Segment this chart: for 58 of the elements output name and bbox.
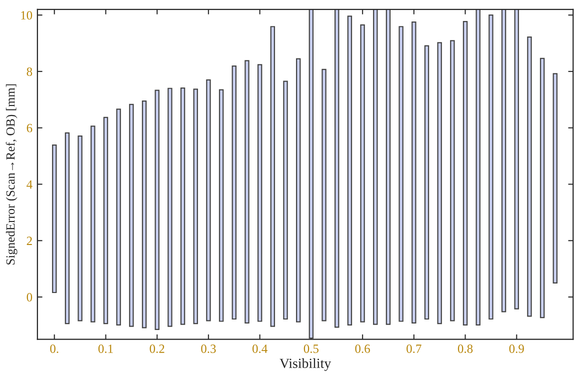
y-tick-label: 4 (26, 180, 32, 189)
bar (154, 90, 160, 330)
y-tick-label: 0 (26, 293, 32, 302)
bar (168, 88, 172, 327)
x-tick-label: 0.3 (201, 344, 216, 354)
bar (488, 14, 494, 320)
bar (206, 79, 211, 322)
y-tick-label: 6 (26, 124, 32, 132)
bar (283, 80, 288, 320)
bar (64, 132, 70, 324)
x-tick-label: 0.7 (406, 344, 422, 354)
bar (296, 58, 301, 322)
bar (232, 66, 236, 320)
bar (129, 104, 134, 327)
x-axis-title: Visibility (280, 358, 332, 371)
x-tick-label: 0.1 (98, 344, 113, 354)
bar (52, 144, 57, 294)
bar (142, 100, 147, 328)
x-tick-label: 0.8 (458, 344, 473, 354)
bar (476, 9, 480, 326)
bar (193, 88, 198, 324)
x-tick-label: 0. (50, 344, 58, 354)
bar (437, 42, 442, 324)
bar (424, 45, 430, 320)
bar (308, 9, 314, 339)
bar (322, 68, 326, 322)
bar (244, 60, 250, 324)
x-tick-label: 0.2 (150, 344, 164, 354)
bar (116, 108, 121, 326)
bar (257, 64, 262, 322)
bar (360, 24, 365, 322)
bar (552, 73, 558, 284)
bar (78, 135, 82, 322)
x-tick-label: 0.4 (252, 344, 268, 354)
bar (540, 58, 545, 318)
bar (347, 16, 352, 326)
bar (501, 9, 506, 312)
bar (270, 26, 276, 327)
bar (398, 26, 404, 322)
bar (412, 22, 416, 324)
y-tick-label: 10 (21, 11, 32, 20)
bar (450, 40, 455, 322)
bar (90, 126, 96, 322)
x-tick-label: 0.5 (304, 344, 319, 354)
x-tick-label: 0.6 (355, 344, 370, 354)
bar (514, 9, 519, 310)
bar (527, 36, 532, 317)
bar (218, 89, 224, 322)
bar (386, 9, 391, 325)
bar (334, 9, 340, 328)
bar (462, 20, 468, 326)
bar (103, 116, 108, 324)
x-tick-label: 0.9 (509, 344, 524, 354)
y-tick-label: 2 (26, 236, 32, 245)
bar (180, 88, 186, 325)
bar (373, 9, 378, 325)
y-axis-title: SignedError (Scan→Ref, OB) [mm] (6, 84, 18, 264)
y-tick-label: 8 (26, 67, 32, 76)
